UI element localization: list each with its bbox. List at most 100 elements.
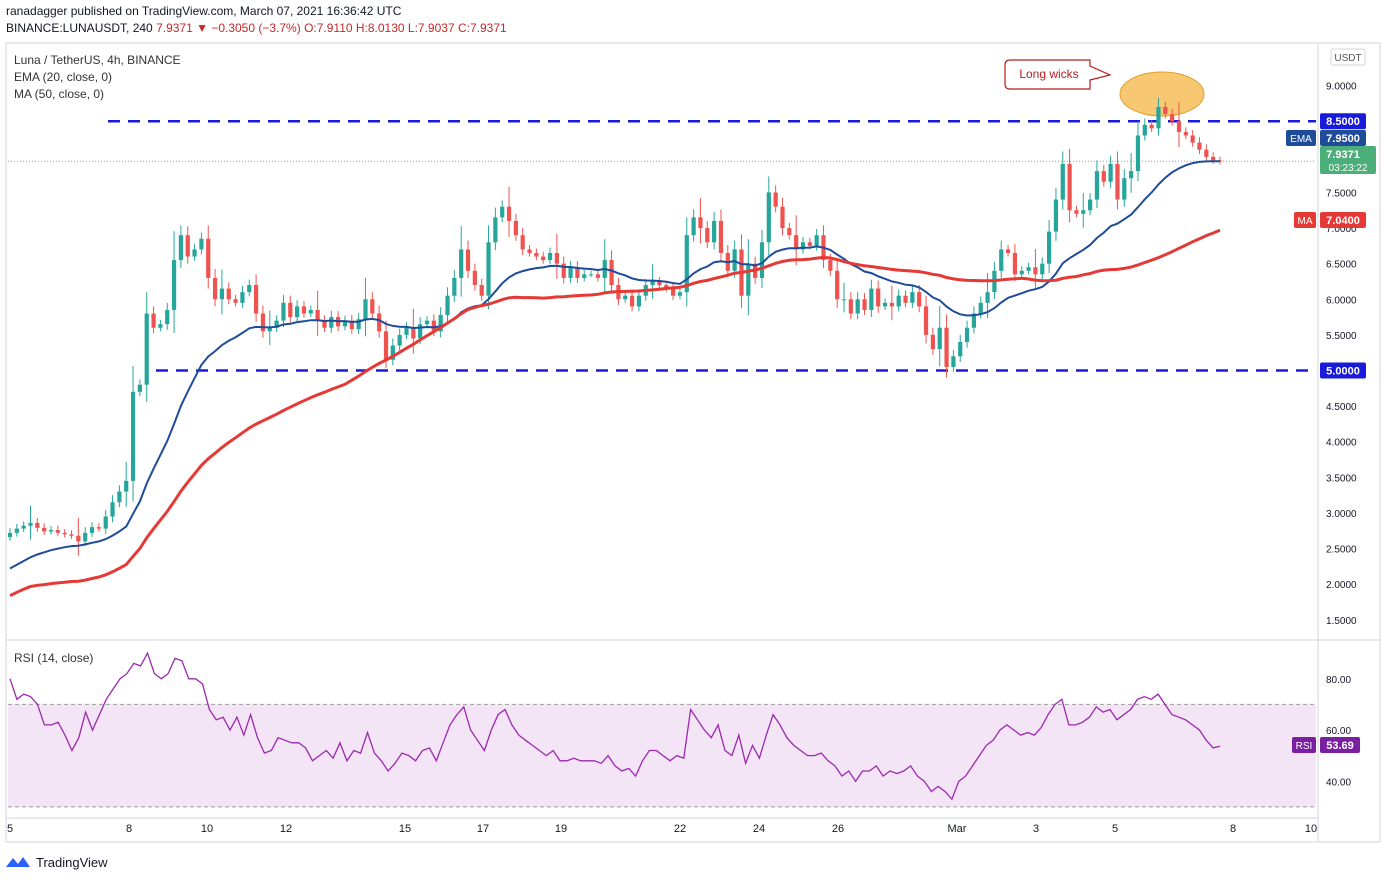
x-tick-label: 15 — [399, 823, 411, 835]
candle-body — [411, 327, 416, 339]
candle-body — [821, 235, 826, 261]
candle-body — [1053, 199, 1059, 232]
candle-body — [698, 217, 703, 229]
ema-tag-text: 7.9500 — [1326, 133, 1360, 145]
y-tick-label: 3.5000 — [1326, 473, 1357, 484]
candle-body — [910, 292, 915, 303]
candle-body — [431, 320, 436, 332]
candle-body — [753, 263, 758, 278]
candle-body — [390, 345, 395, 360]
candle-body — [746, 263, 751, 296]
candle-body — [800, 242, 806, 250]
candle-body — [718, 220, 724, 253]
y-tick-label: 2.0000 — [1326, 580, 1357, 591]
candle-body — [650, 281, 655, 286]
symbol: BINANCE:LUNAUSDT, 240 — [6, 21, 153, 35]
candle-body — [274, 320, 279, 328]
candle-body — [459, 249, 464, 278]
candle-body — [1101, 171, 1106, 182]
candle-body — [465, 249, 471, 271]
candle-body — [1211, 156, 1216, 161]
candle-body — [1094, 171, 1100, 200]
chart-title-legend: Luna / TetherUS, 4h, BINANCE — [14, 53, 181, 67]
candle-body — [479, 285, 484, 296]
symbol-line: BINANCE:LUNAUSDT, 240 7.9371 ▼ −0.3050 (… — [6, 21, 507, 35]
candle-body — [513, 220, 518, 236]
candle-body — [124, 480, 129, 492]
candle-body — [506, 206, 512, 221]
candle-body — [253, 285, 259, 314]
candle-body — [62, 532, 67, 535]
candle-body — [657, 281, 662, 286]
resistance-tag-text: 8.5000 — [1326, 116, 1360, 128]
candle-body — [1108, 163, 1113, 182]
candle-body — [144, 313, 149, 385]
candle-body — [1060, 163, 1065, 200]
candle-body — [759, 242, 765, 278]
annotation-text: Long wicks — [1019, 67, 1078, 81]
chart-frame — [5, 42, 1381, 843]
x-tick-label: 24 — [753, 823, 765, 835]
candle-body — [534, 252, 539, 257]
x-tick-label: 12 — [280, 823, 292, 835]
candle-body — [1170, 114, 1175, 122]
ema-line — [9, 160, 1220, 570]
candle-body — [295, 306, 300, 318]
x-tick-label: 5 — [1112, 823, 1118, 835]
candle-body — [609, 260, 614, 286]
candle-body — [1040, 263, 1045, 275]
x-tick-label: 5 — [7, 823, 13, 835]
candle-body — [342, 320, 348, 327]
candle-body — [1156, 106, 1161, 129]
ema-tag — [1320, 130, 1366, 146]
candle-body — [233, 299, 238, 303]
candle-body — [1149, 124, 1154, 129]
candle-body — [308, 309, 313, 314]
candle-body — [541, 256, 546, 261]
x-tick-label: 10 — [201, 823, 213, 835]
candle-body — [445, 295, 450, 315]
candle-body — [1067, 163, 1072, 211]
candle-body — [917, 292, 922, 307]
y-tick-label: 4.5000 — [1326, 402, 1357, 413]
candle-body — [35, 522, 40, 528]
x-tick-label: 3 — [1033, 823, 1039, 835]
candle-body — [1005, 249, 1011, 253]
candle-body — [370, 299, 375, 314]
ema-tag-label-box — [1286, 130, 1316, 146]
y-tick-label: 6.0000 — [1326, 295, 1357, 306]
tradingview-logo[interactable]: TradingView — [6, 852, 108, 872]
y-tick-label: 8.5000 — [1326, 117, 1357, 128]
ma-line — [9, 228, 1221, 598]
candle-body — [301, 306, 307, 314]
candle-body — [76, 535, 81, 542]
candle-body — [671, 288, 676, 296]
x-tick-label: 17 — [477, 823, 489, 835]
x-tick-label: 10 — [1305, 823, 1317, 835]
last-price-tag-text: 7.9371 — [1326, 149, 1360, 161]
candle-body — [629, 295, 635, 307]
candle-body — [992, 270, 997, 293]
candle-body — [882, 302, 888, 307]
candle-body — [575, 267, 580, 278]
candle-body — [1217, 160, 1223, 162]
candle-body — [739, 249, 744, 296]
candle-body — [766, 192, 771, 243]
candle-body — [807, 242, 812, 246]
candle-body — [158, 324, 163, 328]
candle-body — [623, 295, 628, 300]
support-tag-text: 5.0000 — [1326, 365, 1360, 377]
x-tick-label: 22 — [674, 823, 686, 835]
x-tick-label: Mar — [948, 823, 967, 835]
candle-body — [192, 249, 197, 257]
candle-body — [329, 317, 334, 328]
candle-body — [171, 260, 177, 310]
candle-body — [151, 313, 156, 328]
candle-body — [923, 306, 929, 335]
candle-body — [1115, 163, 1120, 200]
y-tick-label: 4.0000 — [1326, 438, 1357, 449]
rsi-tag — [1320, 737, 1360, 753]
candle-body — [110, 502, 115, 517]
y-tick-label: 9.0000 — [1326, 82, 1357, 93]
